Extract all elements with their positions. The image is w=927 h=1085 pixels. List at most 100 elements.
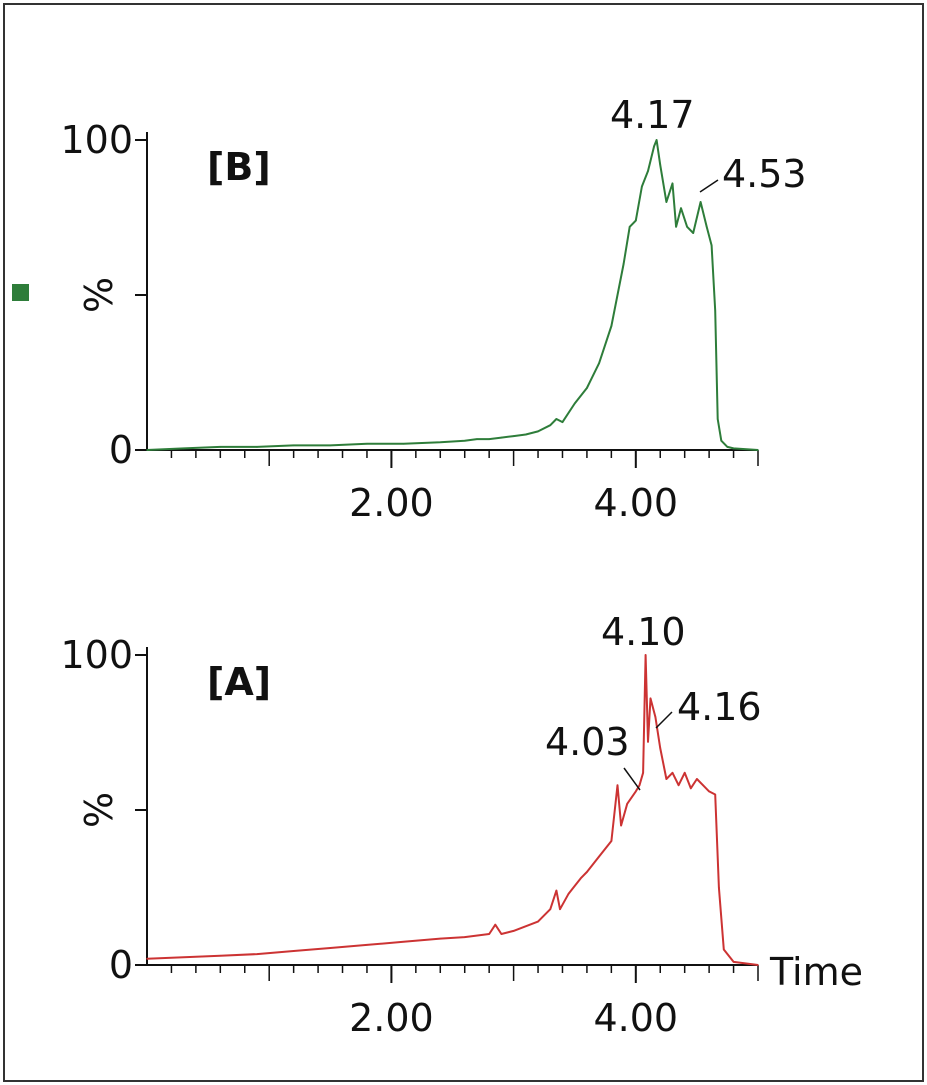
panel-a-data-point (649, 697, 652, 700)
panel-b-data-point (402, 443, 405, 445)
panel-b-data-point (537, 430, 539, 433)
panel-b-data-point (675, 226, 677, 228)
panel-a-data-point (549, 908, 552, 910)
panel-a-data-point (598, 855, 600, 858)
panel-b-data-point (292, 444, 295, 447)
chromatogram-panel-a: 0 100% 2.00 4.00 [A] 4.03 4.10 4.16 Time (60, 610, 863, 1040)
panel-b-data-point (635, 219, 637, 222)
panel-b-data-point (512, 435, 515, 437)
panel-a-data-point (718, 886, 720, 889)
panel-a-data-point (732, 961, 735, 963)
panel-a-data-point (638, 784, 641, 786)
panel-a-x-tick-label: 2.00 (349, 996, 434, 1040)
panel-a-data-point (182, 956, 185, 959)
panel-b-data-point (686, 226, 688, 228)
panel-a-y-tick-label: 0 (109, 943, 133, 987)
panel-b-peak-label: 4.53 (722, 152, 807, 196)
panel-b-y-axis-title: % (77, 277, 121, 313)
panel-a-data-point (292, 950, 295, 952)
panel-a-data-point (642, 772, 644, 774)
panel-a-data-point (586, 871, 588, 873)
panel-b-data-point (647, 170, 649, 172)
panel-a-peak-label: 4.03 (545, 720, 630, 764)
panel-b-data-point (463, 439, 466, 442)
panel-a-data-point (580, 877, 582, 879)
panel-a-data-point (463, 936, 466, 938)
panel-a-data-point (677, 784, 680, 786)
panel-a-data-point (439, 937, 442, 940)
panel-a-data-point (659, 747, 662, 749)
panel-a-data-point (610, 840, 613, 842)
panel-b-data-point (655, 139, 658, 141)
figure-border (3, 3, 924, 1082)
panel-a-data-point (647, 741, 649, 743)
panel-b-data-point (329, 444, 332, 447)
panel-a-data-point (488, 933, 490, 935)
panel-a-y-tick-label: 100 (60, 633, 133, 677)
panel-a-data-point (654, 716, 657, 718)
panel-a-peak-leader (655, 711, 673, 729)
panel-a-data-point (559, 908, 561, 910)
panel-a-data-point (626, 803, 629, 805)
panel-a-peak-leader (623, 767, 641, 791)
panel-b-data-point (256, 446, 258, 448)
panel-a-data-point (620, 824, 622, 827)
panel-b-data-point (716, 418, 719, 420)
panel-b-data-point (653, 145, 655, 147)
panel-b-data-point (366, 443, 368, 445)
panel-a-data-point (146, 958, 148, 960)
panel-b-data-point (726, 446, 729, 448)
panel-a-data-point (689, 787, 692, 790)
panel-a-data-point (683, 772, 686, 774)
panel-a-data-point (757, 964, 759, 966)
panel-b-y-tick-label: 0 (109, 428, 133, 472)
panel-a-data-point (500, 933, 503, 935)
panel-a-x-axis-title: Time (769, 950, 863, 994)
panel-a-data-point (512, 930, 515, 932)
panel-a-peak-label: 4.16 (677, 685, 762, 729)
panel-a-data-point (219, 954, 222, 957)
panel-a-data-point (537, 920, 539, 923)
panel-b-peak-leader (699, 179, 719, 193)
panel-a-data-point (644, 654, 647, 656)
panel-a-data-point (256, 953, 258, 955)
panel-b-data-point (525, 433, 527, 436)
panel-a-data-point (616, 784, 619, 786)
panel-a-data-point (696, 778, 698, 780)
panel-a-data-point (567, 892, 570, 895)
legend-marker (12, 284, 29, 301)
panel-b-data-point (705, 226, 708, 228)
panel-b-data-point (628, 226, 631, 228)
panel-a-data-point (702, 784, 704, 786)
panel-b-data-point (598, 362, 600, 365)
panel-b-data-point (561, 421, 564, 423)
panel-a-x-tick-label: 4.00 (593, 996, 678, 1040)
panel-b-y-tick-label: 100 (60, 118, 133, 162)
panel-b-data-point (573, 402, 576, 405)
panel-a-peak-label: 4.10 (601, 610, 686, 654)
panel-b-data-point (610, 325, 613, 327)
panel-b-data-point (182, 447, 185, 450)
panel-b-data-point (680, 207, 682, 209)
panel-b-data-point (757, 449, 759, 451)
panel-a-y-axis-title: % (77, 792, 121, 828)
panel-b-data-point (714, 309, 717, 312)
panel-b-data-point (732, 447, 735, 450)
panel-b-data-point (659, 164, 662, 166)
panel-a-data-point (671, 772, 674, 774)
panel-b-data-point (586, 387, 588, 389)
panel-b-peak-label: 4.17 (610, 93, 695, 137)
panel-b-label: [B] (207, 145, 271, 189)
panel-b-data-point (622, 263, 625, 265)
panel-a-data-point (635, 790, 637, 793)
chromatogram-panel-b: 0 100% 2.00 4.00 [B] 4.17 4.53 (60, 93, 806, 525)
panel-b-data-point (699, 201, 702, 203)
panel-b-data-point (710, 244, 713, 247)
panel-b-data-point (641, 185, 643, 188)
panel-b-data-point (720, 439, 723, 442)
panel-b-data-point (692, 232, 695, 234)
panel-b-data-point (439, 441, 442, 444)
panel-b-x-tick-label: 4.00 (593, 481, 678, 525)
panel-b-data-point (219, 446, 222, 448)
